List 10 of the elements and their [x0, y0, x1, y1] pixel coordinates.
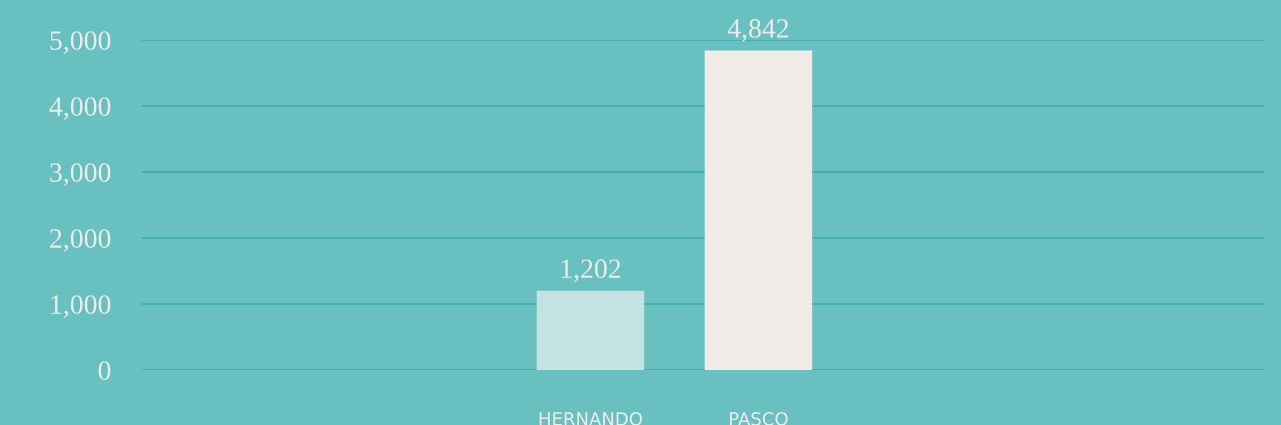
y-tick-label: 2,000 [50, 229, 111, 252]
y-tick-label: 5,000 [50, 31, 111, 54]
y-tick-label: 1,000 [51, 295, 111, 318]
y-tick-label: 3,000 [50, 163, 111, 186]
x-tick-label: PASCO [730, 411, 788, 425]
x-tick-label: HERNANDO [539, 411, 642, 425]
data-label: 4,842 [727, 19, 789, 42]
y-tick-label: 4,000 [49, 97, 111, 120]
y-tick-label: 0 [98, 361, 111, 380]
data-label: 1,202 [561, 259, 621, 283]
